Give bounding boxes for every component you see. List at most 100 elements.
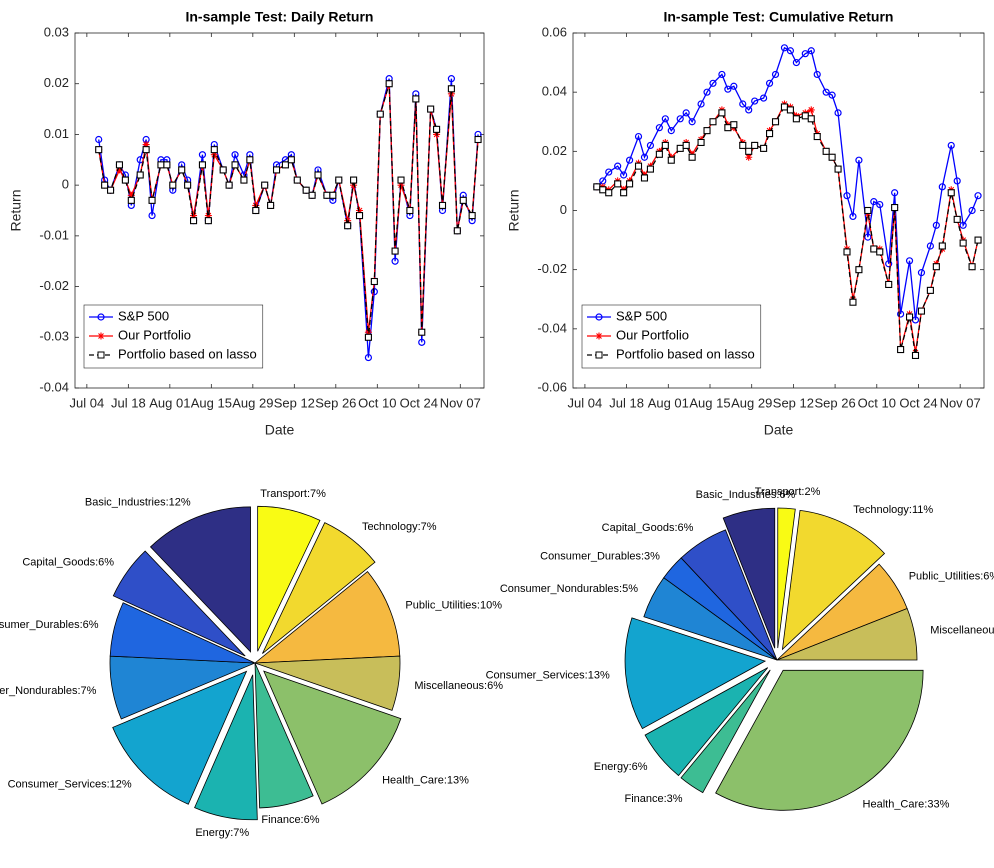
marker (864, 233, 872, 241)
marker (864, 206, 872, 215)
marker (938, 242, 946, 250)
marker (974, 192, 982, 200)
pie-slice (680, 669, 771, 794)
y-tick-label: -0.02 (39, 278, 69, 293)
marker (406, 206, 414, 215)
chart-title: In-sample Test: Daily Return (185, 9, 373, 25)
marker (620, 189, 628, 197)
slice-label: Consumer_Services:12% (8, 778, 132, 790)
marker (634, 132, 643, 141)
marker (730, 121, 738, 129)
marker (870, 245, 878, 253)
marker (344, 217, 352, 225)
pie-slice (112, 670, 248, 805)
legend-label: Our Portfolio (616, 327, 689, 342)
marker (127, 191, 135, 199)
marker (947, 141, 955, 150)
marker (885, 260, 893, 268)
x-tick-label: Aug 29 (232, 395, 273, 410)
marker (667, 156, 675, 164)
marker (169, 181, 177, 189)
marker (843, 192, 851, 200)
slice-label: Consumer_Durables:3% (540, 551, 660, 563)
marker (855, 266, 863, 274)
y-tick-label: -0.01 (39, 227, 69, 242)
slice-label: Energy:7% (195, 827, 249, 839)
marker (724, 85, 732, 93)
pie-slice (254, 655, 401, 711)
slice-label: Transport:7% (260, 488, 326, 500)
marker (891, 203, 899, 212)
marker (905, 313, 914, 321)
marker (640, 174, 649, 182)
marker (745, 147, 753, 155)
y-tick-label: -0.06 (537, 379, 567, 394)
marker (813, 70, 821, 79)
x-tick-label: Jul 04 (70, 395, 105, 410)
marker (115, 161, 124, 169)
legend-marker (97, 351, 105, 359)
marker (822, 147, 830, 155)
marker (397, 176, 405, 184)
marker (897, 345, 905, 354)
marker (760, 94, 768, 102)
marker (807, 115, 815, 123)
marker (614, 180, 622, 188)
x-tick-label: Sep 26 (315, 395, 356, 410)
marker (272, 166, 281, 174)
marker (760, 144, 768, 152)
pie-slice (109, 602, 256, 664)
marker (210, 146, 218, 154)
marker (356, 207, 364, 214)
marker (231, 151, 239, 159)
pie-slice (112, 550, 246, 657)
marker (198, 161, 206, 169)
marker (813, 132, 821, 141)
marker (828, 153, 836, 161)
marker (231, 161, 239, 169)
slice-label: Consumer_Durables:6% (0, 619, 99, 631)
marker (697, 138, 705, 147)
marker (876, 248, 884, 256)
y-tick-label: -0.04 (537, 320, 567, 335)
legend-box (581, 304, 762, 369)
marker (786, 106, 794, 114)
marker (148, 211, 156, 220)
marker (190, 217, 198, 225)
marker (640, 153, 649, 161)
y-tick-label: 0.01 (44, 126, 69, 141)
y-tick-label: 0.02 (542, 143, 567, 158)
x-tick-label: Oct 10 (858, 395, 896, 410)
marker (897, 310, 905, 318)
marker (786, 47, 795, 55)
marker (350, 181, 358, 189)
legend-marker (595, 313, 603, 321)
marker (438, 201, 447, 209)
y-tick-label: 0 (560, 202, 567, 217)
marker (634, 162, 643, 170)
marker (932, 221, 940, 229)
marker (433, 125, 441, 133)
marker (626, 180, 634, 188)
marker (834, 109, 842, 117)
marker (688, 118, 696, 126)
marker (667, 127, 675, 135)
legend-marker (97, 332, 105, 340)
marker (605, 168, 613, 176)
marker (968, 263, 976, 271)
marker (661, 115, 669, 123)
legend-label: S&P 500 (616, 308, 667, 323)
marker (385, 80, 393, 88)
x-tick-label: Sep 12 (274, 395, 315, 410)
slice-label: Capital_Goods:6% (22, 557, 114, 569)
marker (718, 70, 726, 79)
marker (391, 247, 399, 255)
marker (115, 166, 123, 174)
marker (765, 79, 774, 87)
marker (219, 166, 227, 174)
marker (885, 280, 893, 289)
marker (344, 222, 352, 230)
marker (646, 141, 655, 150)
marker (917, 269, 926, 277)
